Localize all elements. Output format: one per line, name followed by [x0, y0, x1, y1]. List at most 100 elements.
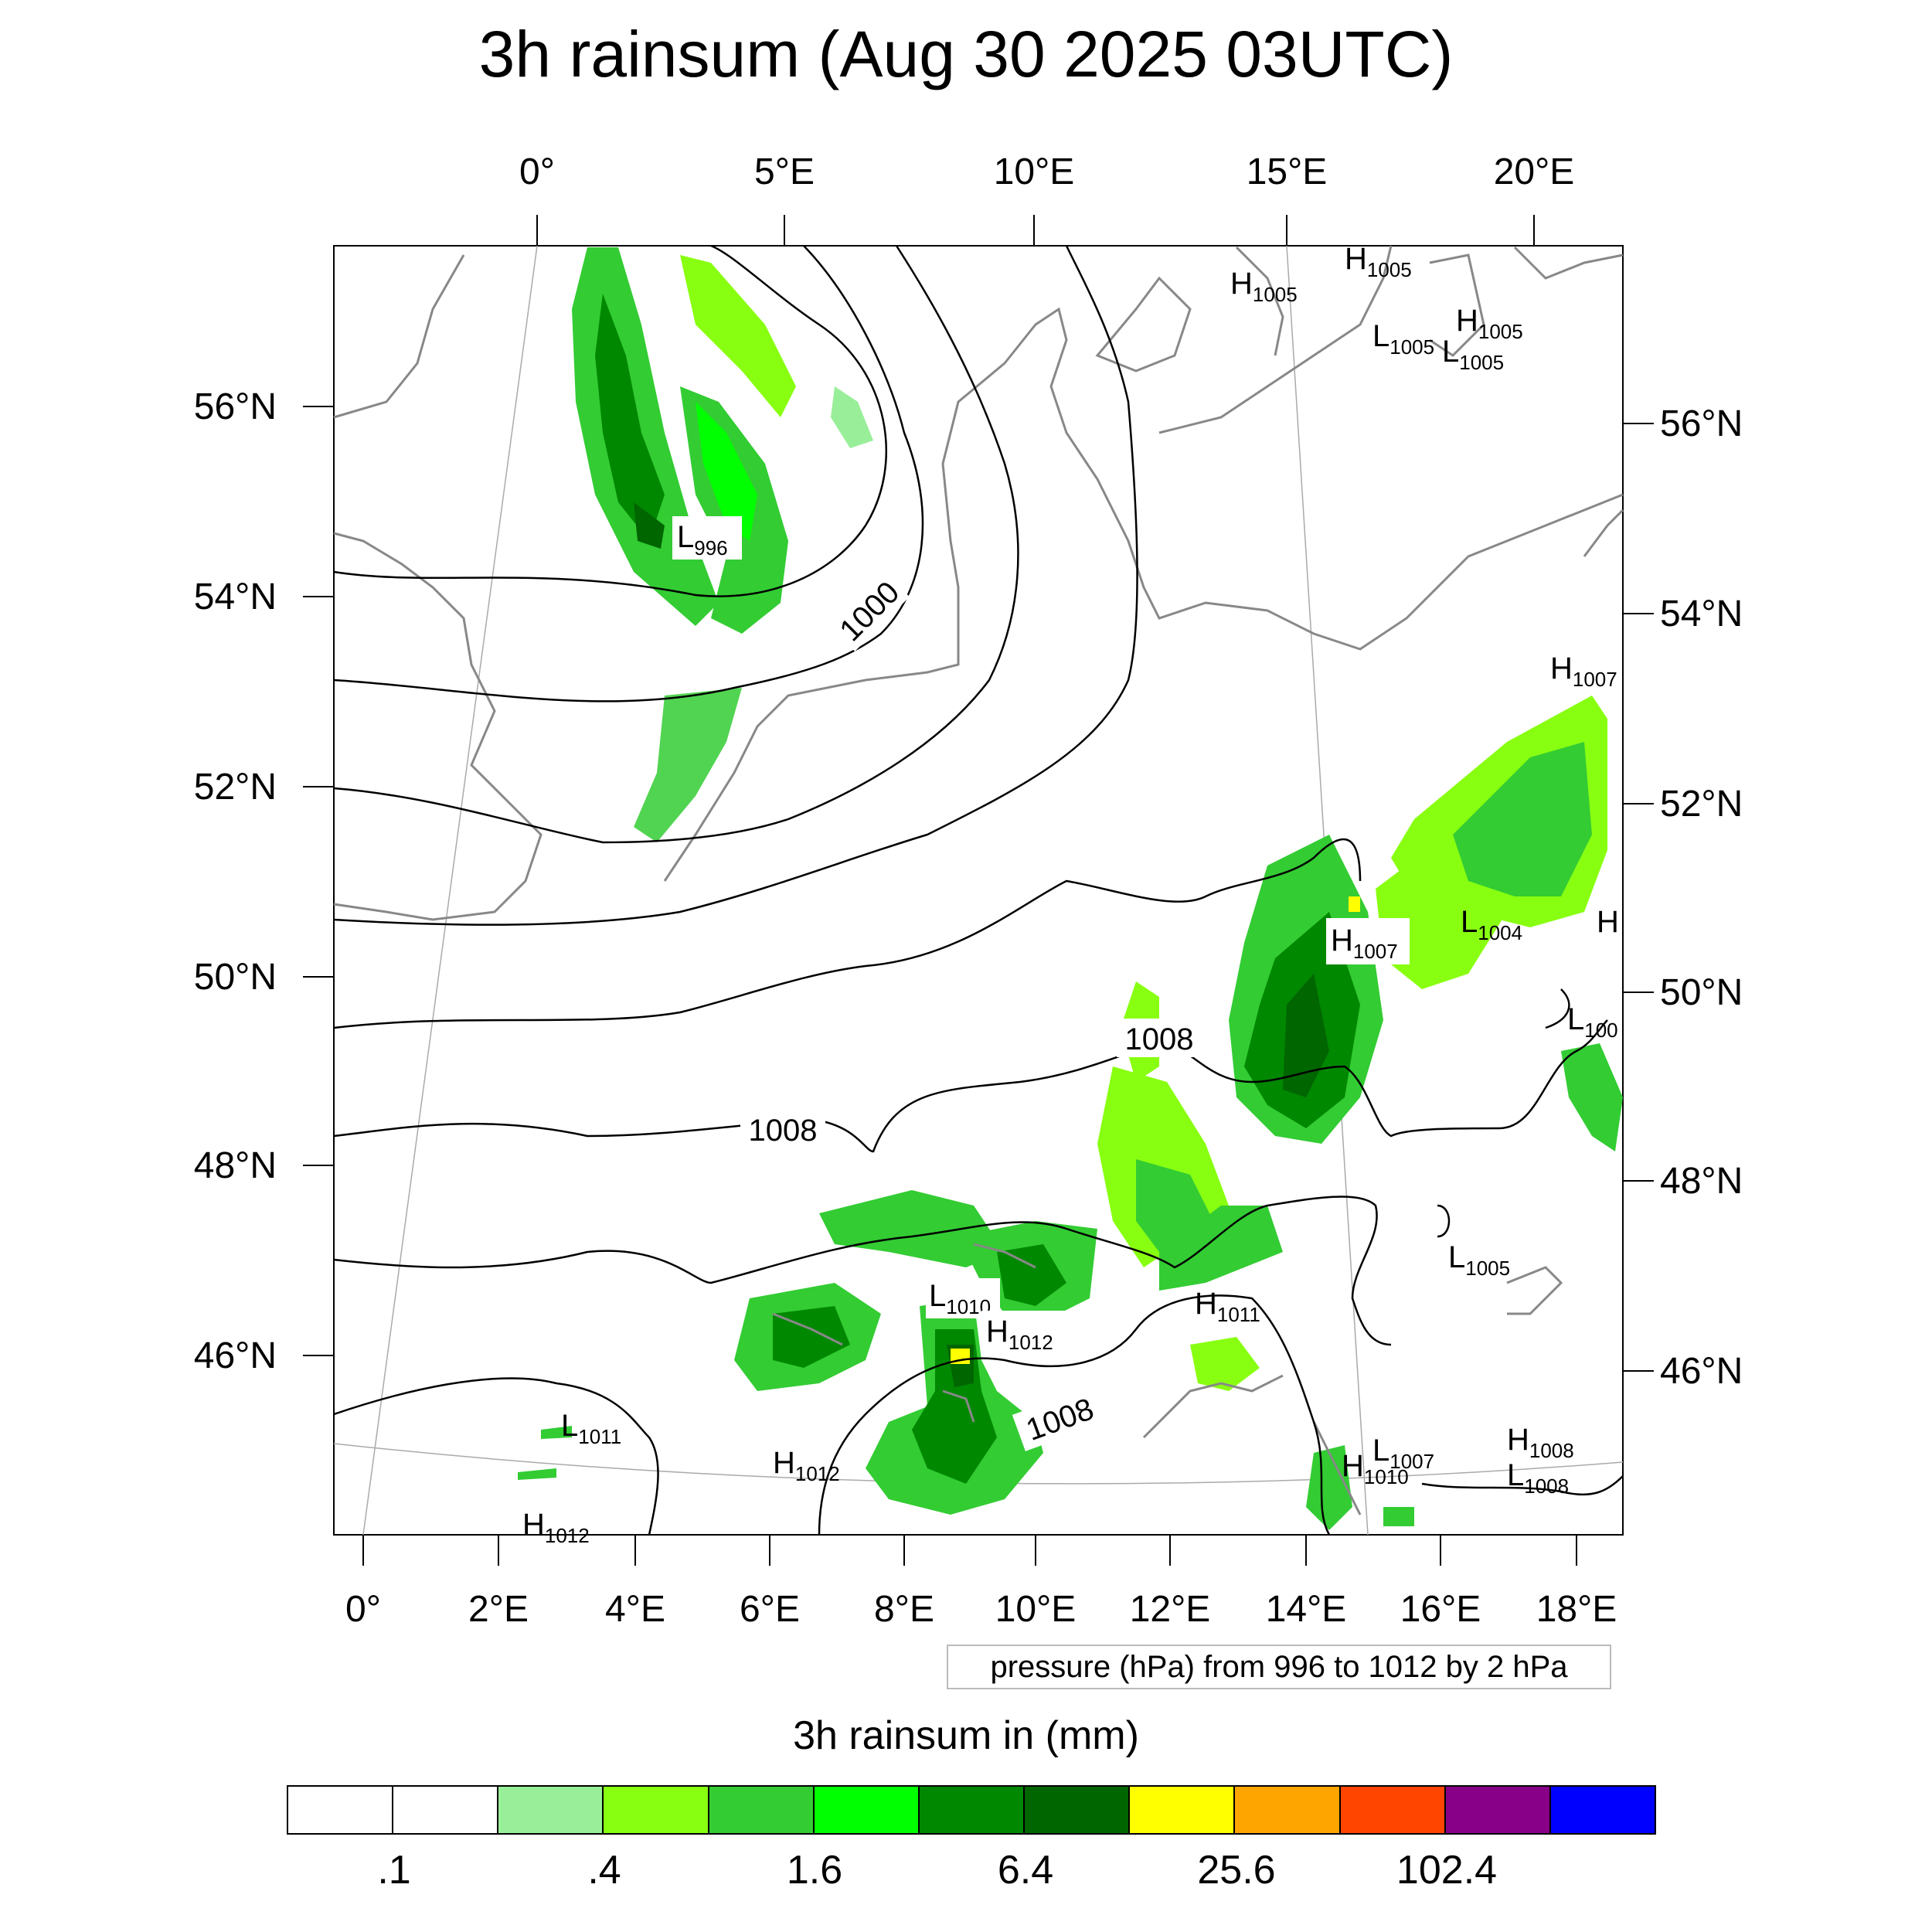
- colorbar-tick-label: .4: [587, 1848, 621, 1893]
- coastlines: [333, 245, 1624, 1515]
- top-lon-label: 0°: [519, 151, 555, 192]
- top-lon-label: 20°E: [1494, 151, 1575, 192]
- top-lon-label: 15°E: [1247, 151, 1328, 192]
- bottom-lon-label: 10°E: [995, 1589, 1077, 1630]
- bottom-lon-label: 0°: [345, 1589, 381, 1630]
- pressure-center: H1010: [1342, 1449, 1409, 1488]
- axis-ticks: [303, 215, 1654, 1566]
- svg-text:H1012: H1012: [522, 1508, 590, 1547]
- colorbar-box: [1444, 1785, 1551, 1835]
- bottom-lon-label: 6°E: [740, 1589, 800, 1630]
- svg-text:L1011: L1011: [561, 1409, 621, 1448]
- left-lat-label: 56°N: [194, 386, 277, 427]
- svg-text:H1008: H1008: [1507, 1423, 1574, 1462]
- right-lat-label: 52°N: [1660, 784, 1743, 825]
- colorbar-box: [1233, 1785, 1341, 1835]
- colorbar-box: [1023, 1785, 1131, 1835]
- right-lat-label: 48°N: [1660, 1161, 1743, 1202]
- colorbar-tick-label: 1.6: [786, 1848, 843, 1893]
- pressure-center: L1011: [561, 1409, 621, 1448]
- lat-labels-right: 56°N 54°N 52°N 50°N 48°N 46°N: [1660, 403, 1743, 1392]
- lat-labels-left: 56°N 54°N 52°N 50°N 48°N 46°N: [194, 386, 277, 1376]
- colorbar-box: [602, 1785, 709, 1835]
- colorbar-box: [392, 1785, 499, 1835]
- pressure-center: L100: [1567, 1002, 1618, 1042]
- pressure-center: H: [1597, 905, 1619, 939]
- pressure-center: L1005: [1372, 319, 1434, 359]
- legend-title: 3h rainsum in (mm): [793, 1713, 1139, 1758]
- top-lon-label: 10°E: [994, 151, 1075, 192]
- page-title: 3h rainsum (Aug 30 2025 03UTC): [478, 18, 1454, 90]
- pressure-center: H1005: [1456, 304, 1523, 343]
- pressure-center: L996: [672, 516, 742, 560]
- colorbar-box: [707, 1785, 815, 1835]
- contour-info-box: pressure (hPa) from 996 to 1012 by 2 hPa: [947, 1645, 1611, 1689]
- svg-text:L1005: L1005: [1448, 1240, 1510, 1280]
- svg-text:L1005: L1005: [1442, 335, 1504, 374]
- svg-text:H: H: [1597, 905, 1619, 939]
- svg-text:L1008: L1008: [1507, 1458, 1569, 1498]
- colorbar-tick-label: .1: [377, 1848, 411, 1893]
- pressure-center: H1007: [1550, 651, 1617, 691]
- svg-text:H1007: H1007: [1331, 923, 1398, 963]
- colorbar-box: [917, 1785, 1026, 1835]
- colorbar-box: [1338, 1785, 1446, 1835]
- colorbar: [287, 1785, 1657, 1835]
- bottom-lon-label: 14°E: [1266, 1589, 1347, 1630]
- pressure-center: L1007: [1372, 1434, 1434, 1473]
- pressure-center: L1004: [1461, 905, 1522, 944]
- colorbar-box: [497, 1785, 604, 1835]
- pressure-center: H1012: [773, 1446, 840, 1485]
- colorbar-box: [1549, 1785, 1657, 1835]
- axis-labels: 0° 5°E 10°E 15°E 20°E 0° 2°E 4°E 6°E 8°E…: [345, 151, 1617, 1630]
- right-lat-label: 56°N: [1660, 403, 1743, 444]
- bottom-lon-label: 4°E: [605, 1589, 665, 1630]
- left-lat-label: 52°N: [194, 767, 277, 808]
- svg-text:H1012: H1012: [986, 1315, 1053, 1354]
- svg-text:H1012: H1012: [773, 1446, 840, 1485]
- svg-text:H1005: H1005: [1456, 304, 1523, 343]
- pressure-center: H1011: [1195, 1287, 1260, 1326]
- contour-label-1008: 1008: [749, 1114, 818, 1148]
- svg-text:H1007: H1007: [1550, 651, 1617, 691]
- svg-text:L100: L100: [1567, 1002, 1618, 1042]
- left-lat-label: 54°N: [194, 577, 277, 617]
- bottom-lon-label: 12°E: [1130, 1589, 1211, 1630]
- bottom-lon-label: 8°E: [874, 1589, 934, 1630]
- colorbar-tick-label: 6.4: [997, 1848, 1054, 1893]
- bottom-lon-label: 16°E: [1400, 1589, 1481, 1630]
- colorbar-labels: .1 .4 1.6 6.4 25.6 102.4: [0, 1847, 1932, 1901]
- left-lat-label: 50°N: [194, 957, 277, 998]
- colorbar-tick-label: 102.4: [1396, 1848, 1498, 1893]
- pressure-center: L1005: [1448, 1240, 1510, 1280]
- colorbar-box: [287, 1785, 394, 1835]
- top-lon-label: 5°E: [754, 151, 815, 192]
- right-lat-label: 46°N: [1660, 1351, 1743, 1392]
- pressure-center: H1005: [1345, 242, 1412, 281]
- colorbar-box: [812, 1785, 920, 1835]
- svg-text:H1011: H1011: [1195, 1287, 1260, 1326]
- pressure-center: L1008: [1507, 1458, 1569, 1498]
- colorbar-tick-label: 25.6: [1197, 1848, 1276, 1893]
- svg-text:H1005: H1005: [1345, 242, 1412, 281]
- svg-text:H1005: H1005: [1230, 267, 1298, 306]
- pressure-center: H1007: [1326, 918, 1410, 964]
- bottom-lon-label: 2°E: [468, 1589, 529, 1630]
- svg-text:L1005: L1005: [1372, 319, 1434, 359]
- svg-text:L1004: L1004: [1461, 905, 1522, 944]
- pressure-centers: L996 H1005 H1005 L1005 H1005 L1005 H1007…: [522, 242, 1619, 1547]
- pressure-center: H1005: [1230, 267, 1298, 306]
- colorbar-box: [1128, 1785, 1236, 1835]
- pressure-center: H1008: [1507, 1423, 1574, 1462]
- left-lat-label: 46°N: [194, 1335, 277, 1376]
- right-lat-label: 50°N: [1660, 972, 1743, 1013]
- svg-text:L996: L996: [677, 520, 728, 560]
- isobars: [333, 244, 1624, 1536]
- bottom-lon-label: 18°E: [1536, 1589, 1617, 1630]
- svg-text:L1007: L1007: [1372, 1434, 1434, 1473]
- right-lat-label: 54°N: [1660, 594, 1743, 634]
- left-lat-label: 48°N: [194, 1145, 277, 1186]
- contour-label-1008: 1008: [1125, 1022, 1194, 1056]
- pressure-center: H1012: [522, 1508, 590, 1547]
